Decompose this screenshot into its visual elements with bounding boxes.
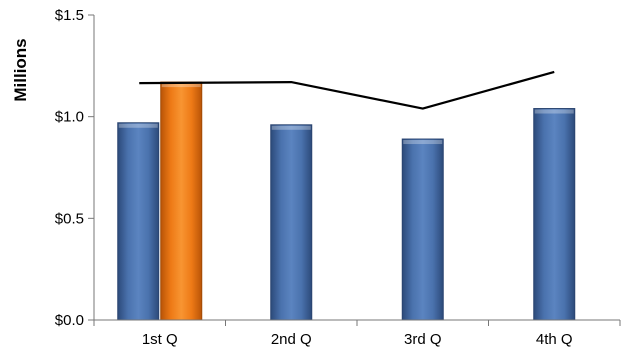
bar-series2-body	[160, 81, 203, 321]
bar-series1-bevel	[403, 140, 443, 145]
y-tick-label: $0.5	[55, 210, 84, 227]
bar-series1	[533, 108, 576, 321]
bar-series1-bevel	[271, 125, 311, 130]
line-layer	[139, 70, 555, 110]
x-tick-label: 3rd Q	[404, 331, 442, 348]
bar-series1-bevel	[534, 109, 574, 114]
y-tick-label: $0.0	[55, 312, 84, 329]
bar-series1-body	[533, 108, 576, 321]
x-tick-label: 2nd Q	[271, 331, 312, 348]
y-axis-title: Millions	[11, 38, 30, 101]
y-tick-label: $1.0	[55, 109, 84, 126]
line-series3	[139, 70, 555, 110]
x-tick-label: 4th Q	[536, 331, 573, 348]
labels-layer: $0.0 $0.5 $1.0 $1.5 1st Q 2nd Q 3rd Q 4th Q	[55, 7, 573, 348]
bar-series1	[117, 122, 160, 321]
bar-series1	[401, 138, 444, 321]
x-tick-label: 1st Q	[142, 331, 178, 348]
bar-series1-body	[117, 122, 160, 321]
bar-series2-bevel	[161, 83, 201, 88]
bar-series1-bevel	[118, 123, 158, 128]
bars-layer	[117, 81, 576, 321]
axes-layer	[88, 14, 621, 326]
y-tick-label: $1.5	[55, 7, 84, 24]
bar-series1-body	[270, 124, 313, 321]
bar-series1-body	[401, 138, 444, 321]
bar-series2	[160, 81, 203, 321]
bar-series1	[270, 124, 313, 321]
